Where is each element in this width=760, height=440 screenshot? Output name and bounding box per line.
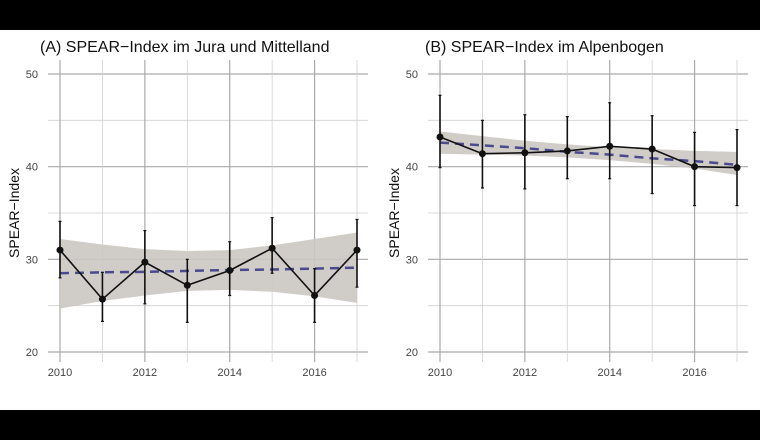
panel-b: (B) SPEAR−Index im Alpenbogen SPEAR−Index… <box>386 39 748 379</box>
y-tick-label: 30 <box>406 254 418 266</box>
data-point <box>691 163 699 171</box>
data-point <box>436 133 444 141</box>
data-point <box>183 281 191 289</box>
data-point <box>521 149 529 157</box>
data-point <box>353 246 361 254</box>
x-tick-label: 2014 <box>597 367 621 379</box>
chart-svg: (A) SPEAR−Index im Jura und Mittelland SP… <box>6 39 748 379</box>
y-tick-label: 50 <box>406 69 418 81</box>
data-point <box>311 291 319 299</box>
x-tick-label: 2010 <box>428 367 452 379</box>
x-tick-label: 2010 <box>48 367 72 379</box>
x-tick-label: 2014 <box>217 367 241 379</box>
figure: (A) SPEAR−Index im Jura und Mittelland SP… <box>0 30 760 410</box>
data-point <box>648 145 656 153</box>
x-tick-label: 2012 <box>513 367 537 379</box>
panel-a: (A) SPEAR−Index im Jura und Mittelland SP… <box>6 39 368 379</box>
x-tick-label: 2016 <box>302 367 326 379</box>
y-axis-label: SPEAR−Index <box>6 168 22 258</box>
confidence-band <box>60 232 357 309</box>
y-tick-label: 20 <box>26 347 38 359</box>
data-point <box>226 266 234 274</box>
data-point <box>733 164 741 172</box>
y-axis-label: SPEAR−Index <box>386 168 402 258</box>
y-tick-label: 40 <box>26 162 38 174</box>
y-tick-label: 30 <box>26 254 38 266</box>
x-tick-label: 2012 <box>133 367 157 379</box>
data-point <box>478 150 486 158</box>
trend-line <box>59 266 358 275</box>
trend-line <box>439 141 738 167</box>
data-point <box>606 142 614 150</box>
data-point <box>563 147 571 155</box>
data-point <box>98 295 106 303</box>
chart-title: (B) SPEAR−Index im Alpenbogen <box>425 39 664 56</box>
data-point <box>268 244 276 252</box>
chart-title: (A) SPEAR−Index im Jura und Mittelland <box>40 39 329 56</box>
data-point <box>141 258 149 266</box>
y-tick-label: 20 <box>406 347 418 359</box>
x-tick-label: 2016 <box>682 367 706 379</box>
confidence-band <box>440 131 737 176</box>
y-tick-label: 50 <box>26 69 38 81</box>
series-line <box>59 247 358 301</box>
data-point <box>56 246 64 254</box>
y-tick-label: 40 <box>406 162 418 174</box>
series-line <box>439 136 738 169</box>
